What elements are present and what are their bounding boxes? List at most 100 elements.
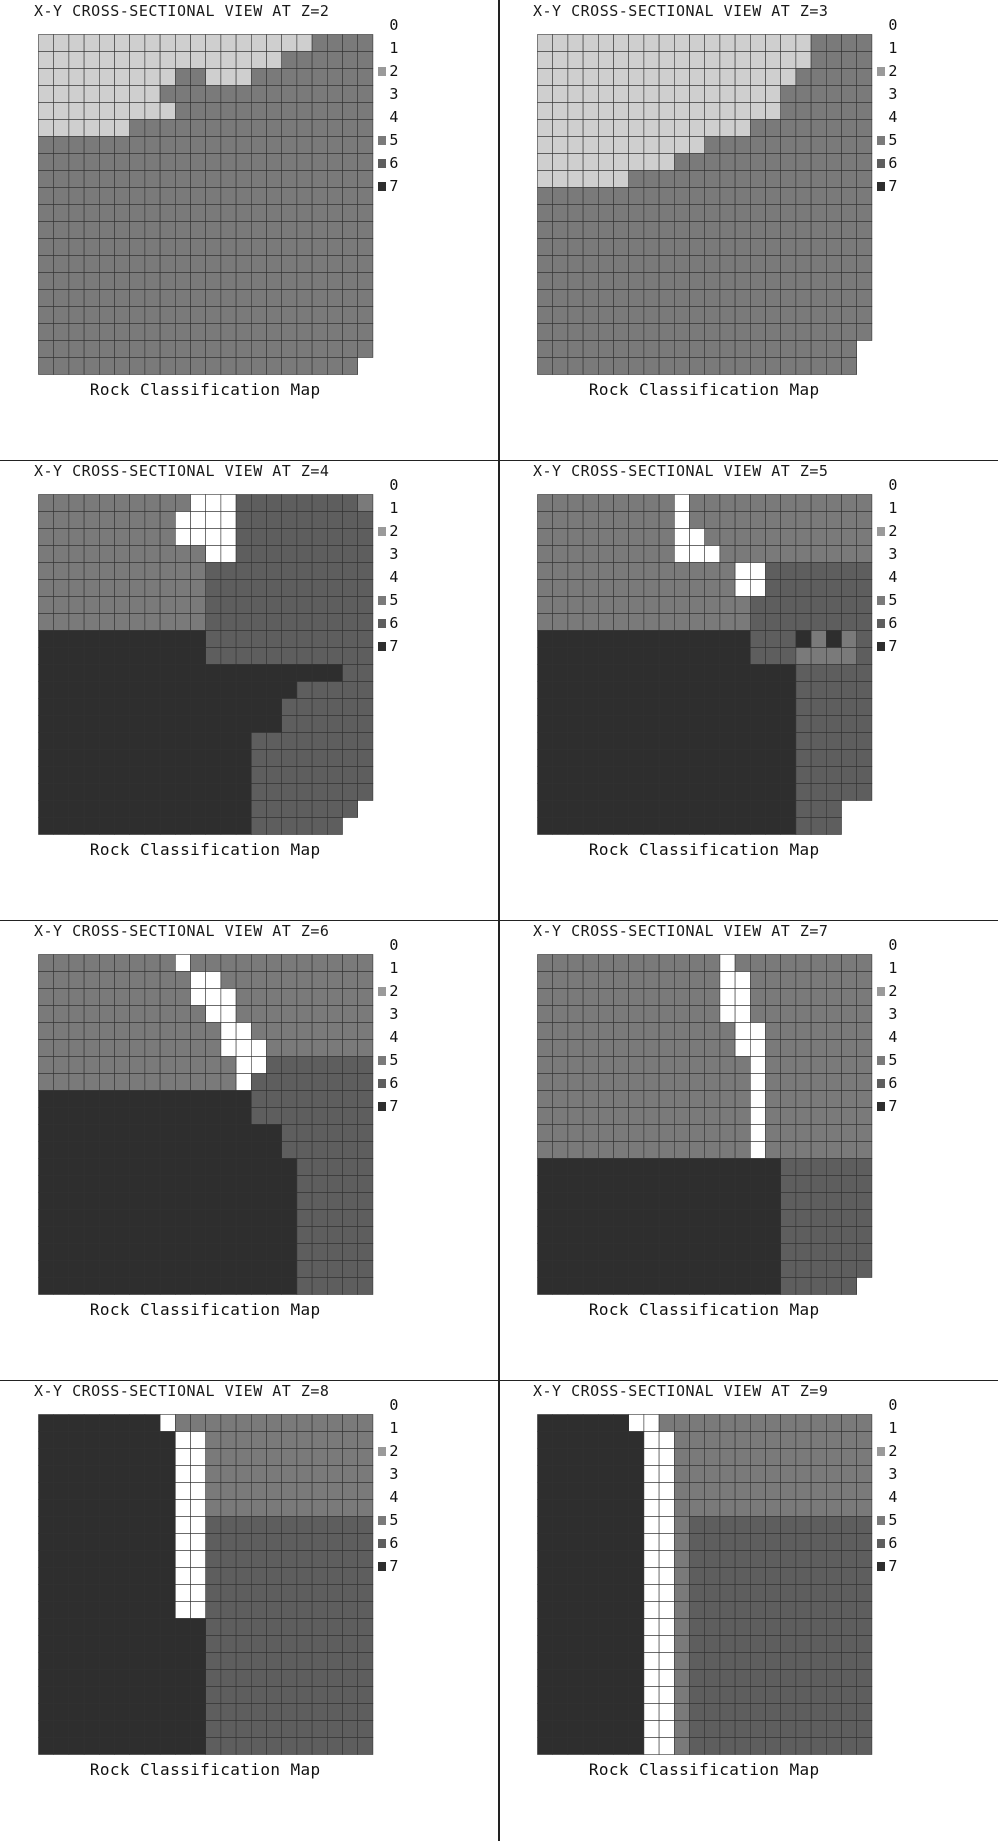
heatmap-cell-class-5	[674, 1141, 690, 1159]
heatmap-cell-class-7	[53, 783, 70, 801]
heatmap-cell-class-7	[552, 1209, 569, 1227]
heatmap-cell-class-4	[266, 51, 282, 69]
heatmap-cell-class-6	[235, 1669, 252, 1687]
heatmap-cell-class-6	[326, 1209, 343, 1227]
heatmap-cell-class-5	[674, 1499, 690, 1517]
heatmap-cell-class-5	[251, 1465, 267, 1483]
heatmap-cell-class-6	[856, 1226, 873, 1244]
heatmap-cell-class-6	[841, 1192, 857, 1210]
legend-label: 1	[389, 959, 399, 977]
heatmap-cell-class-6	[856, 732, 873, 750]
heatmap-cell-class-6	[780, 1277, 797, 1295]
heatmap-cell-class-7	[175, 1737, 191, 1755]
heatmap-cell-class-5	[114, 579, 130, 597]
heatmap-cell-class-5	[658, 1056, 675, 1074]
heatmap-cell-class-7	[613, 783, 629, 801]
heatmap-cell-class-7	[190, 732, 206, 750]
legend-label: 5	[389, 1051, 399, 1069]
heatmap-cell-class-7	[144, 1686, 161, 1704]
heatmap-cell-class-5	[719, 323, 736, 341]
heatmap-cell-class-6	[311, 1567, 328, 1585]
heatmap-cell-class-5	[780, 1141, 797, 1159]
heatmap-cell-class-5	[597, 494, 614, 512]
heatmap-cell-class-6	[780, 1618, 797, 1636]
heatmap-cell-class-7	[613, 630, 629, 648]
heatmap-cell-class-5	[144, 323, 161, 341]
heatmap-cell-class-5	[251, 306, 267, 324]
heatmap-cell-class-5	[856, 1124, 873, 1142]
heatmap-cell-class-6	[326, 1550, 343, 1568]
heatmap-cell-class-5	[205, 153, 222, 171]
heatmap-cell-class-5	[704, 528, 721, 546]
heatmap-cell-class-6	[311, 698, 328, 716]
heatmap-cell-class-5	[689, 1107, 705, 1125]
heatmap-cell-class-7	[190, 1260, 206, 1278]
heatmap-cell-class-5	[689, 1448, 705, 1466]
heatmap-cell-class-7	[719, 749, 736, 767]
heatmap-cell-class-5	[281, 85, 298, 103]
heatmap-cell-class-0	[190, 1601, 206, 1619]
heatmap-cell-class-6	[311, 579, 328, 597]
heatmap-cell-class-5	[326, 971, 343, 989]
heatmap-cell-class-7	[658, 783, 675, 801]
heatmap-cell-class-5	[326, 204, 343, 222]
heatmap-cell-class-5	[144, 511, 161, 529]
heatmap-cell-class-5	[38, 187, 54, 205]
heatmap-cell-class-5	[689, 221, 705, 239]
heatmap-cell-class-6	[311, 681, 328, 699]
heatmap-cell-class-6	[266, 1652, 282, 1670]
heatmap-cell-class-7	[129, 783, 146, 801]
heatmap-cell-class-5	[734, 1124, 751, 1142]
heatmap-cell-class-5	[266, 1414, 282, 1432]
heatmap-cell-class-7	[68, 1635, 85, 1653]
heatmap-cell-class-7	[235, 1090, 252, 1108]
heatmap-cell-class-5	[674, 1414, 690, 1432]
heatmap-cell-class-6	[704, 1584, 721, 1602]
heatmap-cell-class-5	[719, 204, 736, 222]
heatmap-cell-class-4	[719, 85, 736, 103]
heatmap-cell-class-6	[780, 1703, 797, 1721]
heatmap-cell-class-7	[53, 1090, 70, 1108]
heatmap-cell-class-6	[765, 1703, 781, 1721]
heatmap-cell-class-5	[658, 238, 675, 256]
heatmap-cell-class-6	[266, 1618, 282, 1636]
heatmap-cell-class-6	[841, 1209, 857, 1227]
heatmap-cell-class-5	[734, 596, 751, 614]
heatmap-cell-class-7	[129, 1226, 146, 1244]
heatmap-cell-class-6	[235, 596, 252, 614]
heatmap-cell-class-5	[281, 1499, 298, 1517]
heatmap-cell-class-7	[704, 647, 721, 665]
heatmap-cell-class-5	[750, 971, 766, 989]
heatmap-cell-class-6	[750, 1686, 766, 1704]
heatmap-cell-class-6	[342, 613, 358, 631]
heatmap-cell-class-4	[537, 119, 553, 137]
heatmap-cell-class-7	[582, 1226, 599, 1244]
heatmap-cell-class-6	[734, 1550, 751, 1568]
heatmap-cell-class-5	[780, 153, 797, 171]
heatmap-cell-class-5	[582, 340, 599, 358]
heatmap-cell-class-7	[175, 698, 191, 716]
heatmap-cell-class-5	[719, 1448, 736, 1466]
heatmap-grid	[38, 954, 374, 1295]
heatmap-cell-class-5	[810, 306, 827, 324]
heatmap-cell-class-5	[719, 1022, 736, 1040]
heatmap-cell-class-5	[795, 221, 812, 239]
heatmap-cell-class-6	[810, 783, 827, 801]
heatmap-cell-class-5	[825, 1431, 842, 1449]
heatmap-cell-class-7	[674, 749, 690, 767]
heatmap-cell-class-5	[251, 119, 267, 137]
heatmap-cell-class-7	[68, 1175, 85, 1193]
heatmap-cell-class-5	[856, 1073, 873, 1091]
heatmap-cell-class-5	[53, 1073, 70, 1091]
heatmap-cell-class-5	[750, 323, 766, 341]
heatmap-cell-class-6	[266, 511, 282, 529]
heatmap-cell-class-5	[342, 357, 358, 375]
heatmap-cell-class-7	[734, 1226, 751, 1244]
heatmap-cell-class-5	[251, 136, 267, 154]
heatmap-cell-class-7	[597, 698, 614, 716]
heatmap-cell-class-5	[750, 528, 766, 546]
heatmap-cell-class-5	[552, 562, 569, 580]
heatmap-cell-class-5	[266, 119, 282, 137]
legend-swatch	[877, 1033, 885, 1042]
heatmap-cell-class-5	[129, 596, 146, 614]
